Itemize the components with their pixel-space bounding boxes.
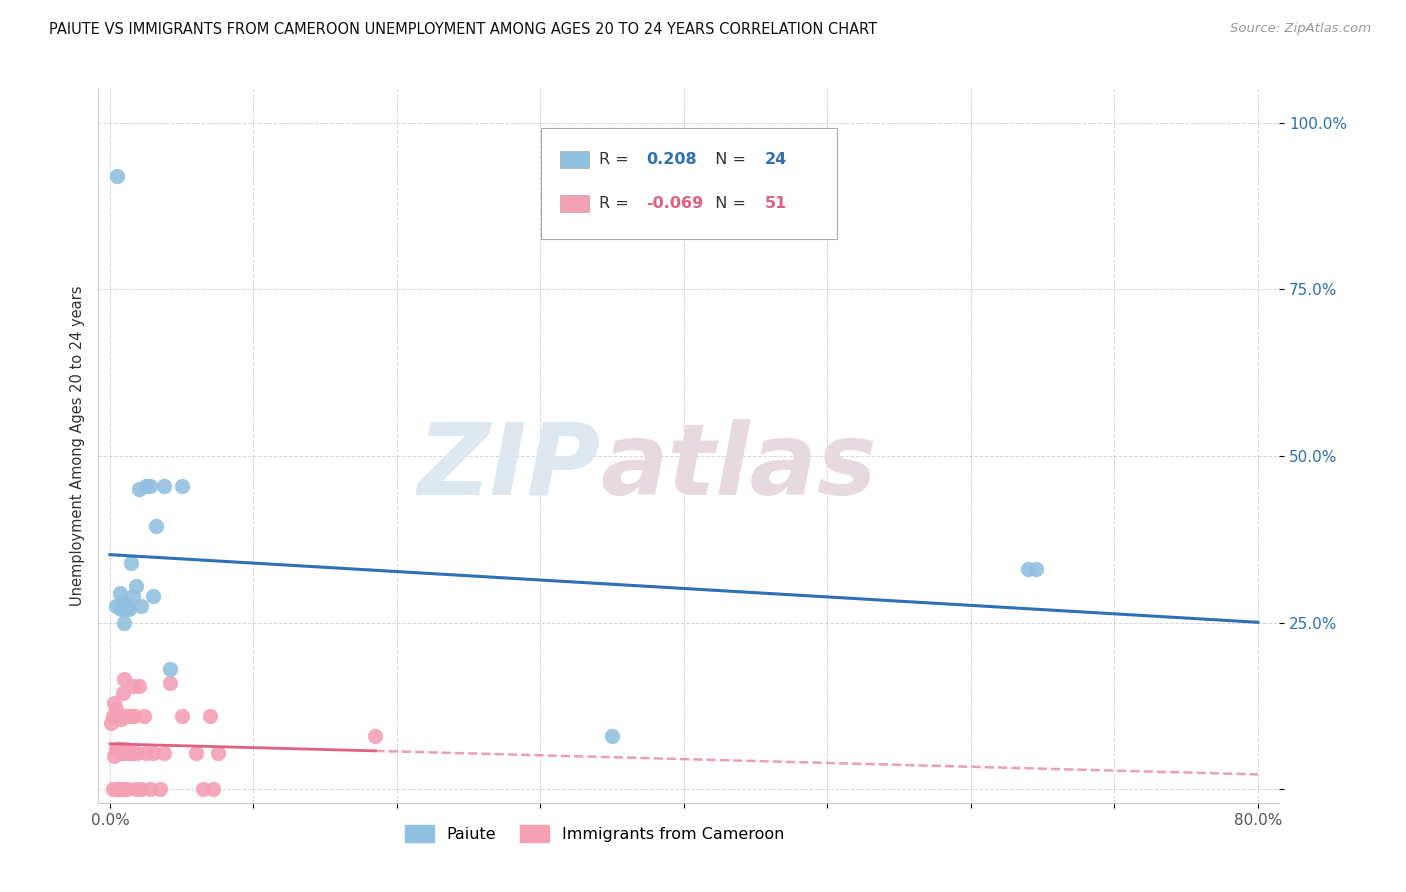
Point xyxy=(104,702,127,716)
Point xyxy=(121,679,143,693)
Point xyxy=(118,746,141,760)
Point xyxy=(108,585,131,599)
Point xyxy=(149,782,172,797)
Point xyxy=(114,602,136,616)
Point xyxy=(114,709,136,723)
Point xyxy=(104,599,127,613)
Point xyxy=(112,746,135,760)
Point xyxy=(110,746,132,760)
Point xyxy=(107,709,129,723)
Point xyxy=(105,169,128,183)
Text: 51: 51 xyxy=(765,196,787,211)
Point xyxy=(107,742,129,756)
Point xyxy=(170,709,193,723)
Point xyxy=(131,782,153,797)
Point xyxy=(121,589,143,603)
Point xyxy=(108,742,131,756)
Point xyxy=(117,746,139,760)
Point xyxy=(139,782,162,797)
Point xyxy=(134,709,156,723)
Point xyxy=(139,479,162,493)
Point xyxy=(120,709,142,723)
Text: -0.069: -0.069 xyxy=(647,196,703,211)
Point xyxy=(104,742,127,756)
Point xyxy=(101,709,124,723)
Text: N =: N = xyxy=(706,152,752,167)
Point xyxy=(184,746,207,760)
Point xyxy=(135,746,157,760)
Point xyxy=(159,662,181,676)
Text: 24: 24 xyxy=(765,152,787,167)
Point xyxy=(193,782,215,797)
Y-axis label: Unemployment Among Ages 20 to 24 years: Unemployment Among Ages 20 to 24 years xyxy=(69,285,84,607)
Point xyxy=(120,556,142,570)
Point xyxy=(115,599,138,613)
Point xyxy=(125,579,148,593)
Point xyxy=(135,479,157,493)
FancyBboxPatch shape xyxy=(560,151,589,168)
FancyBboxPatch shape xyxy=(560,194,589,212)
Point xyxy=(207,746,229,760)
Point xyxy=(110,713,132,727)
Point xyxy=(105,709,128,723)
Point xyxy=(105,742,128,756)
Point xyxy=(111,596,134,610)
Point xyxy=(112,782,135,797)
Text: R =: R = xyxy=(599,152,634,167)
Point xyxy=(124,709,146,723)
Text: ZIP: ZIP xyxy=(418,419,600,516)
Legend: Paiute, Immigrants from Cameroon: Paiute, Immigrants from Cameroon xyxy=(398,819,790,848)
Text: R =: R = xyxy=(599,196,634,211)
Point xyxy=(1024,562,1046,576)
Text: PAIUTE VS IMMIGRANTS FROM CAMEROON UNEMPLOYMENT AMONG AGES 20 TO 24 YEARS CORREL: PAIUTE VS IMMIGRANTS FROM CAMEROON UNEMP… xyxy=(49,22,877,37)
Text: 0.208: 0.208 xyxy=(647,152,697,167)
Point xyxy=(121,746,143,760)
Point xyxy=(103,696,125,710)
Point xyxy=(170,479,193,493)
Point xyxy=(111,686,134,700)
Point xyxy=(128,679,150,693)
Point xyxy=(105,782,128,797)
Point xyxy=(112,615,135,630)
Point xyxy=(107,782,129,797)
Point xyxy=(200,709,222,723)
Point xyxy=(127,746,149,760)
Point xyxy=(153,479,176,493)
Point xyxy=(112,673,135,687)
Point xyxy=(115,782,138,797)
Point xyxy=(114,742,136,756)
Point xyxy=(1017,562,1039,576)
Point xyxy=(100,715,122,730)
Point xyxy=(103,749,125,764)
Point xyxy=(142,746,165,760)
Point xyxy=(125,782,148,797)
Point xyxy=(111,746,134,760)
Text: N =: N = xyxy=(706,196,752,211)
Text: Source: ZipAtlas.com: Source: ZipAtlas.com xyxy=(1230,22,1371,36)
Point xyxy=(117,709,139,723)
Point xyxy=(202,782,225,797)
Point xyxy=(110,782,132,797)
Point xyxy=(159,675,181,690)
FancyBboxPatch shape xyxy=(541,128,837,239)
Point xyxy=(145,519,167,533)
Point xyxy=(108,782,131,797)
Point xyxy=(101,782,124,797)
Point xyxy=(600,729,623,743)
Point xyxy=(153,746,176,760)
Point xyxy=(131,599,153,613)
Point xyxy=(110,602,132,616)
Point xyxy=(128,483,150,497)
Text: atlas: atlas xyxy=(600,419,877,516)
Point xyxy=(364,729,387,743)
Point xyxy=(142,589,165,603)
Point xyxy=(117,602,139,616)
